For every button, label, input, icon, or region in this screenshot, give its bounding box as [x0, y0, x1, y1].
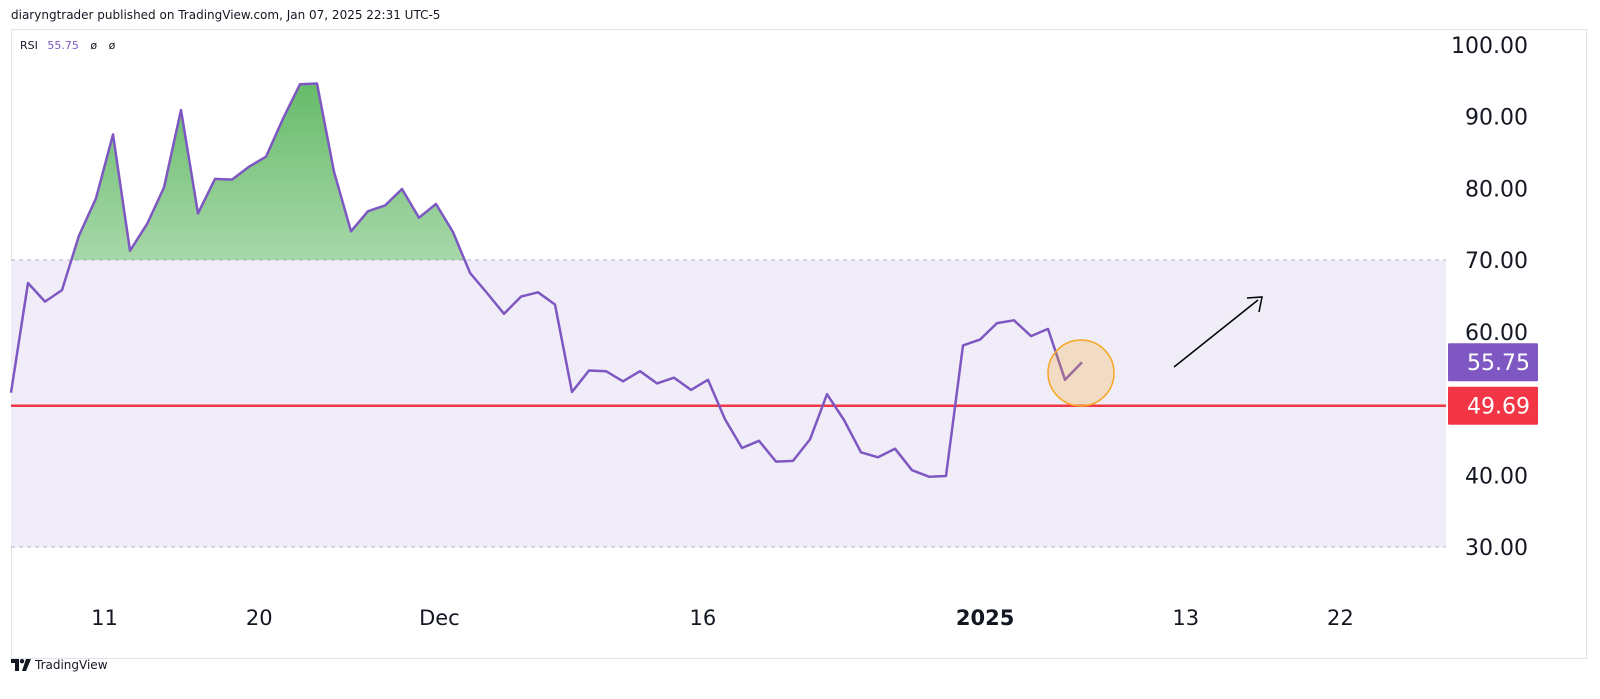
x-tick-label: 20 — [246, 606, 273, 630]
level-value-label: 49.69 — [1467, 395, 1530, 420]
overbought-fill — [11, 83, 1082, 260]
indicator-legend[interactable]: RSI 55.75 ø ø — [20, 39, 123, 52]
y-tick-label: 90.00 — [1465, 106, 1528, 131]
footer-brand[interactable]: TradingView — [11, 658, 108, 672]
legend-na-2: ø — [108, 39, 116, 52]
y-tick-label: 70.00 — [1465, 249, 1528, 274]
y-tick-label: 40.00 — [1465, 464, 1528, 489]
last-value-label: 55.75 — [1467, 351, 1530, 376]
x-tick-label: 11 — [91, 606, 118, 630]
level-value-label-bg — [1448, 386, 1538, 425]
x-tick-label: 22 — [1327, 606, 1354, 630]
y-tick-label: 80.00 — [1465, 177, 1528, 202]
y-tick-label: 60.00 — [1465, 321, 1528, 346]
rsi-series-line — [9, 82, 1083, 478]
y-tick-label: 100.00 — [1451, 34, 1528, 59]
annotation-circle — [1047, 339, 1115, 407]
y-tick-label: 30.00 — [1465, 536, 1528, 561]
x-tick-label: 16 — [690, 606, 717, 630]
rsi-band-background — [11, 260, 1446, 547]
x-tick-label: Dec — [419, 606, 460, 630]
footer-brand-label: TradingView — [35, 658, 108, 672]
annotation-arrow-head — [1246, 296, 1263, 313]
tradingview-logo-icon — [11, 659, 31, 671]
x-tick-label: 2025 — [956, 606, 1014, 630]
legend-na-1: ø — [90, 39, 98, 52]
publish-info: diaryngtrader published on TradingView.c… — [11, 8, 441, 22]
last-value-label-bg — [1448, 343, 1538, 382]
annotation-arrow-shaft — [1173, 299, 1259, 368]
x-tick-label: 13 — [1172, 606, 1199, 630]
legend-value: 55.75 — [47, 39, 79, 52]
legend-name: RSI — [20, 39, 38, 52]
